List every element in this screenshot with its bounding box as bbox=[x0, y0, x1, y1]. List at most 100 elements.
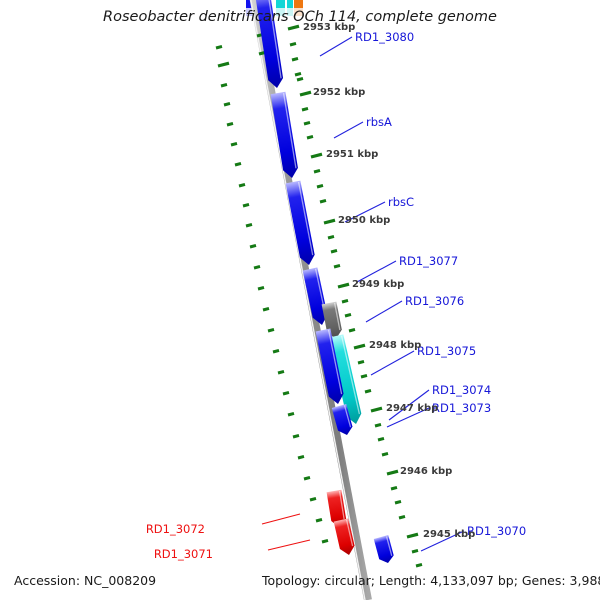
gene-glyph-layer[interactable] bbox=[254, 0, 396, 565]
minor-tick-mark bbox=[253, 264, 261, 270]
gene-arrow[interactable] bbox=[373, 535, 395, 565]
gene-arrow-highlight bbox=[385, 536, 393, 557]
minor-tick-mark bbox=[294, 71, 302, 77]
scale-tick-marks bbox=[215, 24, 423, 568]
major-tick-mark bbox=[287, 24, 300, 31]
gene-arrow[interactable] bbox=[270, 91, 300, 179]
major-tick-mark bbox=[353, 343, 366, 350]
scale-tick-label: 2945 kbp bbox=[423, 529, 475, 540]
gene-arrow[interactable] bbox=[333, 518, 357, 556]
major-tick-mark bbox=[370, 406, 383, 413]
minor-tick-mark bbox=[306, 134, 314, 140]
gene-arrow-highlight bbox=[345, 519, 354, 547]
minor-tick-mark bbox=[215, 44, 223, 50]
minor-tick-mark bbox=[360, 373, 368, 379]
minor-tick-mark bbox=[364, 388, 372, 394]
minor-tick-mark bbox=[301, 106, 309, 112]
minor-tick-mark bbox=[319, 198, 327, 204]
gene-label-leader-line bbox=[333, 121, 364, 139]
gene-label-leader-line bbox=[365, 300, 403, 323]
gene-arrow-body[interactable] bbox=[270, 91, 300, 179]
gene-label[interactable]: RD1_3076 bbox=[405, 294, 464, 308]
minor-tick-mark bbox=[291, 56, 299, 62]
minor-tick-mark bbox=[309, 496, 317, 502]
gene-arrow-highlight bbox=[297, 181, 314, 256]
scale-tick-label: 2949 kbp bbox=[352, 279, 404, 290]
minor-tick-mark bbox=[390, 485, 398, 491]
gene-arrow[interactable] bbox=[254, 0, 285, 89]
minor-tick-mark bbox=[242, 202, 250, 208]
minor-tick-mark bbox=[230, 141, 238, 147]
minor-tick-mark bbox=[303, 475, 311, 481]
gene-arrow-body[interactable] bbox=[315, 328, 346, 406]
overview-strip-segment bbox=[276, 0, 285, 8]
gene-label[interactable]: RD1_3073 bbox=[432, 401, 491, 415]
gene-arrow[interactable] bbox=[328, 334, 364, 425]
gene-label-leader-line bbox=[344, 201, 386, 223]
gene-arrow-highlight bbox=[282, 92, 297, 169]
gene-label[interactable]: rbsA bbox=[366, 115, 392, 129]
gene-arrow[interactable] bbox=[285, 180, 317, 267]
minor-tick-mark bbox=[398, 514, 406, 520]
minor-tick-mark bbox=[262, 306, 270, 312]
minor-tick-mark bbox=[234, 161, 242, 167]
minor-tick-mark bbox=[245, 222, 253, 228]
backbone-highlight bbox=[250, 0, 366, 600]
minor-tick-mark bbox=[381, 451, 389, 457]
minor-tick-mark bbox=[257, 285, 265, 291]
gene-arrow[interactable] bbox=[331, 404, 354, 437]
gene-label[interactable]: RD1_3075 bbox=[417, 344, 476, 358]
gene-arrow[interactable] bbox=[326, 489, 348, 529]
minor-tick-mark bbox=[297, 454, 305, 460]
gene-label[interactable]: RD1_3071 bbox=[154, 547, 213, 561]
gene-label-leader-line bbox=[386, 407, 430, 428]
minor-tick-mark bbox=[303, 120, 311, 126]
major-tick-mark bbox=[217, 61, 230, 68]
minor-tick-mark bbox=[344, 312, 352, 318]
accession-label: Accession: NC_008209 bbox=[14, 573, 156, 588]
gene-label[interactable]: RD1_3070 bbox=[467, 524, 526, 538]
overview-strip-fade bbox=[287, 8, 293, 16]
gene-label-layer[interactable]: RD1_3080 rbsA rbsC RD1_3077 RD1_3076 RD1_3075… bbox=[146, 30, 526, 561]
minor-tick-mark bbox=[287, 411, 295, 417]
gene-arrow-body[interactable] bbox=[331, 404, 354, 437]
minor-tick-mark bbox=[330, 248, 338, 254]
minor-tick-mark bbox=[327, 234, 335, 240]
genome-summary-label: Topology: circular; Length: 4,133,097 bp… bbox=[261, 573, 600, 588]
major-tick-mark bbox=[323, 218, 336, 225]
gene-label-leader-line bbox=[261, 513, 301, 525]
gene-label-leader-line bbox=[370, 350, 415, 376]
gene-arrow[interactable] bbox=[315, 328, 346, 406]
gene-arrow-body[interactable] bbox=[285, 180, 317, 267]
gene-label-leader-line bbox=[319, 36, 353, 57]
gene-arrow-highlight bbox=[340, 335, 361, 415]
gene-arrow-highlight bbox=[333, 302, 341, 331]
gene-label-leader-line bbox=[420, 530, 465, 552]
gene-label[interactable]: RD1_3080 bbox=[355, 30, 414, 44]
gene-label[interactable]: RD1_3077 bbox=[399, 254, 458, 268]
gene-arrow-body[interactable] bbox=[328, 334, 364, 425]
gene-arrow-body[interactable] bbox=[333, 518, 357, 556]
minor-tick-mark bbox=[374, 422, 382, 428]
minor-tick-mark bbox=[348, 327, 356, 333]
gene-label[interactable]: rbsC bbox=[388, 195, 414, 209]
gene-arrow-body[interactable] bbox=[302, 267, 330, 326]
overview-strip-fade bbox=[276, 8, 285, 16]
minor-tick-mark bbox=[282, 390, 290, 396]
gene-arrow-body[interactable] bbox=[254, 0, 285, 89]
minor-tick-mark bbox=[394, 499, 402, 505]
gene-label[interactable]: RD1_3074 bbox=[432, 383, 491, 397]
minor-tick-mark bbox=[277, 369, 285, 375]
overview-strip-segment bbox=[287, 0, 293, 8]
page-title: Roseobacter denitrificans OCh 114, compl… bbox=[103, 9, 497, 25]
gene-label[interactable]: RD1_3072 bbox=[146, 522, 205, 536]
major-tick-mark bbox=[299, 90, 312, 97]
gene-arrow-body[interactable] bbox=[373, 535, 395, 565]
scale-tick-label: 2950 kbp bbox=[338, 215, 390, 226]
minor-tick-mark bbox=[377, 436, 385, 442]
scale-tick-label: 2947 kbp bbox=[386, 403, 438, 414]
minor-tick-mark bbox=[223, 101, 231, 107]
minor-tick-mark bbox=[333, 263, 341, 269]
minor-tick-mark bbox=[249, 243, 257, 249]
